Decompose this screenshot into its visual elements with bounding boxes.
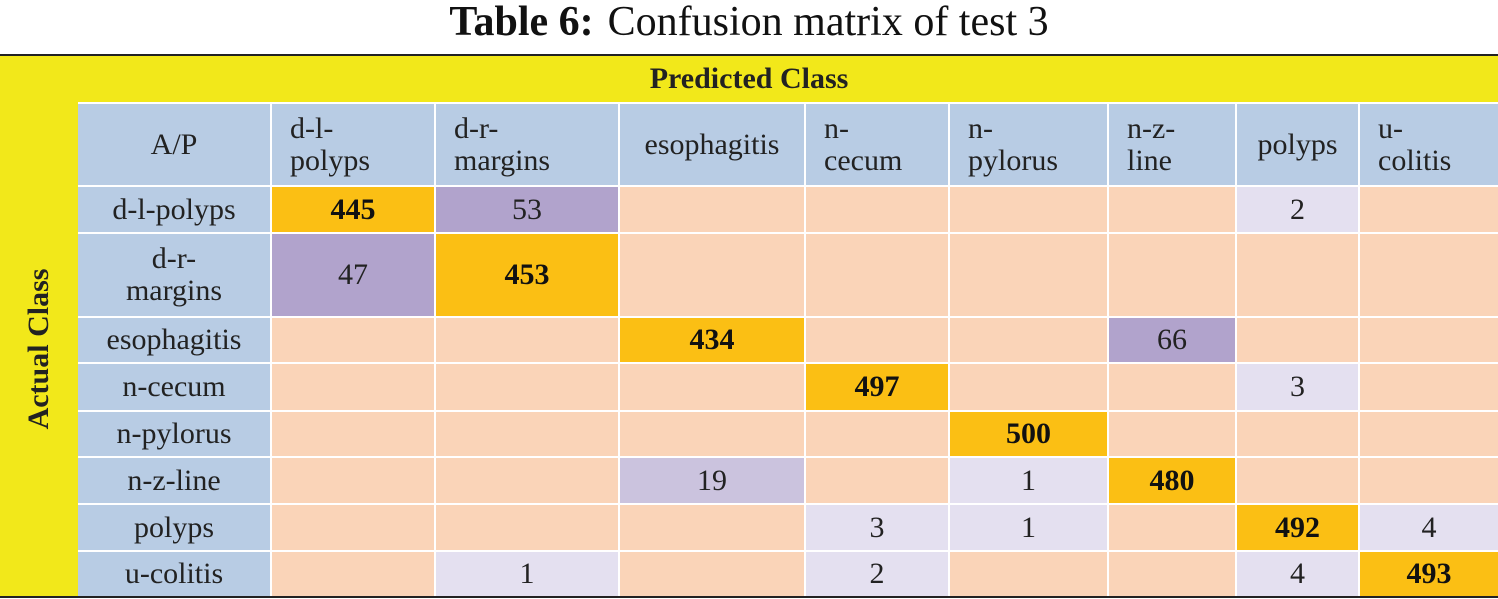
empty-cell (620, 505, 804, 550)
actual-header: Actual Class (0, 102, 78, 596)
empty-cell (272, 318, 434, 362)
empty-cell (950, 318, 1107, 362)
empty-cell (620, 552, 804, 596)
value-cell: 492 (1237, 505, 1358, 550)
row-header: n-cecum (78, 364, 270, 410)
empty-cell (1360, 364, 1498, 410)
empty-cell (1360, 187, 1498, 232)
value-cell: 445 (272, 187, 434, 232)
top-rule (0, 54, 1498, 56)
empty-cell (1109, 364, 1235, 410)
row-header: d-r- margins (78, 234, 270, 316)
empty-cell (1360, 412, 1498, 456)
value-cell: 2 (806, 552, 948, 596)
empty-cell (436, 412, 618, 456)
value-cell: 493 (1360, 552, 1498, 596)
empty-cell (806, 234, 948, 316)
column-header: polyps (1237, 104, 1358, 185)
row-header: n-pylorus (78, 412, 270, 456)
empty-cell (1360, 234, 1498, 316)
empty-cell (436, 458, 618, 503)
value-cell: 500 (950, 412, 1107, 456)
empty-cell (950, 552, 1107, 596)
empty-cell (620, 234, 804, 316)
empty-cell (806, 318, 948, 362)
bottom-rule (0, 596, 1498, 598)
value-cell: 66 (1109, 318, 1235, 362)
empty-cell (1109, 412, 1235, 456)
value-cell: 19 (620, 458, 804, 503)
value-cell: 3 (806, 505, 948, 550)
predicted-header: Predicted Class (0, 56, 1498, 102)
empty-cell (620, 412, 804, 456)
empty-cell (1109, 187, 1235, 232)
row-header: u-colitis (78, 552, 270, 596)
empty-cell (1237, 412, 1358, 456)
empty-cell (1109, 234, 1235, 316)
empty-cell (436, 364, 618, 410)
caption-text: Confusion matrix of test 3 (607, 0, 1049, 45)
value-cell: 453 (436, 234, 618, 316)
value-cell: 1 (950, 458, 1107, 503)
value-cell: 47 (272, 234, 434, 316)
empty-cell (272, 458, 434, 503)
column-header: d-r- margins (436, 104, 618, 185)
value-cell: 434 (620, 318, 804, 362)
empty-cell (806, 412, 948, 456)
row-header: esophagitis (78, 318, 270, 362)
column-header: n- pylorus (950, 104, 1107, 185)
value-cell: 4 (1237, 552, 1358, 596)
caption-label: Table 6: (449, 0, 594, 45)
row-header: polyps (78, 505, 270, 550)
value-cell: 480 (1109, 458, 1235, 503)
value-cell: 1 (436, 552, 618, 596)
predicted-label: Predicted Class (649, 62, 849, 95)
empty-cell (950, 364, 1107, 410)
row-header: n-z-line (78, 458, 270, 503)
column-header: d-l- polyps (272, 104, 434, 185)
column-header: n-z- line (1109, 104, 1235, 185)
empty-cell (1360, 318, 1498, 362)
empty-cell (620, 364, 804, 410)
empty-cell (436, 505, 618, 550)
empty-cell (1237, 234, 1358, 316)
row-header: d-l-polyps (78, 187, 270, 232)
value-cell: 1 (950, 505, 1107, 550)
caption: Table 6: Confusion matrix of test 3 (0, 0, 1498, 50)
empty-cell (1360, 458, 1498, 503)
empty-cell (950, 187, 1107, 232)
empty-cell (272, 364, 434, 410)
empty-cell (1109, 552, 1235, 596)
empty-cell (1109, 505, 1235, 550)
corner-header: A/P (78, 104, 270, 185)
value-cell: 497 (806, 364, 948, 410)
actual-label: Actual Class (22, 268, 55, 430)
empty-cell (1237, 458, 1358, 503)
empty-cell (272, 552, 434, 596)
empty-cell (272, 412, 434, 456)
empty-cell (272, 505, 434, 550)
empty-cell (806, 187, 948, 232)
value-cell: 2 (1237, 187, 1358, 232)
column-header: n- cecum (806, 104, 948, 185)
empty-cell (620, 187, 804, 232)
value-cell: 4 (1360, 505, 1498, 550)
value-cell: 53 (436, 187, 618, 232)
empty-cell (950, 234, 1107, 316)
value-cell: 3 (1237, 364, 1358, 410)
empty-cell (1237, 318, 1358, 362)
empty-cell (806, 458, 948, 503)
column-header: u- colitis (1360, 104, 1498, 185)
column-header: esophagitis (620, 104, 804, 185)
empty-cell (436, 318, 618, 362)
